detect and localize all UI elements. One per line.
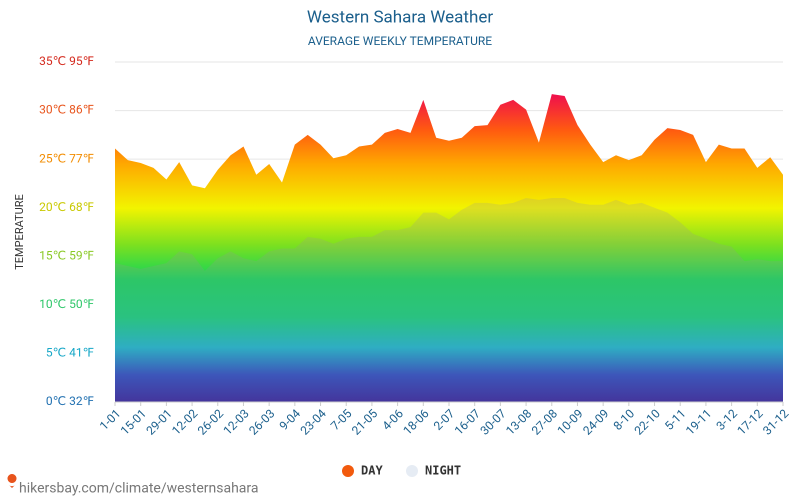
chart-subtitle: AVERAGE WEEKLY TEMPERATURE — [308, 34, 492, 48]
pin-icon — [7, 474, 17, 488]
x-tick-label: 29-01 — [143, 406, 174, 437]
x-tick-label: 12-02 — [169, 406, 201, 438]
legend-label: NIGHT — [425, 464, 461, 478]
day-area — [115, 94, 783, 402]
x-tick-label: 16-07 — [452, 406, 484, 438]
y-tick-label: 20℃ 68℉ — [39, 200, 94, 214]
x-tick-label: 22-10 — [632, 406, 664, 438]
chart-title: Western Sahara Weather — [307, 7, 493, 27]
x-tick-label: 24-09 — [580, 406, 611, 437]
x-tick-label: 18-06 — [400, 406, 432, 438]
legend: DAY NIGHT — [342, 464, 461, 478]
y-axis-label: TEMPERATURE — [13, 194, 26, 270]
y-tick-label: 15℃ 59℉ — [39, 248, 94, 262]
x-tick-label: 26-02 — [195, 406, 227, 438]
y-tick-label: 35℃ 95℉ — [39, 54, 94, 68]
y-tick-label: 10℃ 50℉ — [39, 297, 94, 311]
legend-label: DAY — [361, 464, 383, 478]
legend-swatch — [342, 465, 354, 477]
footer: hikersbay.com/climate/westernsahara — [7, 474, 259, 497]
y-tick-label: 25℃ 77℉ — [39, 151, 94, 165]
x-tick-label: 31-12 — [760, 406, 792, 438]
x-tick-label: 30-07 — [477, 406, 509, 438]
x-tick-label: 13-08 — [503, 406, 535, 438]
x-tick-label: 15-01 — [118, 406, 149, 437]
night-area — [115, 198, 783, 402]
y-tick-label: 5℃ 41℉ — [46, 346, 94, 360]
legend-swatch — [406, 465, 418, 477]
y-tick-label: 30℃ 86℉ — [39, 103, 94, 117]
x-tick-label: 26-03 — [246, 406, 277, 437]
y-tick-label: 0℃ 32℉ — [46, 394, 94, 408]
x-tick-label: 19-11 — [683, 406, 714, 437]
footer-text: hikersbay.com/climate/westernsahara — [19, 481, 259, 497]
x-tick-label: 21-05 — [349, 406, 381, 438]
x-tick-label: 12-03 — [221, 406, 252, 437]
x-tick-label: 17-12 — [734, 406, 766, 438]
x-tick-label: 10-09 — [555, 406, 586, 437]
x-tick-label: 23-04 — [298, 406, 330, 438]
x-tick-label: 27-08 — [529, 406, 561, 438]
